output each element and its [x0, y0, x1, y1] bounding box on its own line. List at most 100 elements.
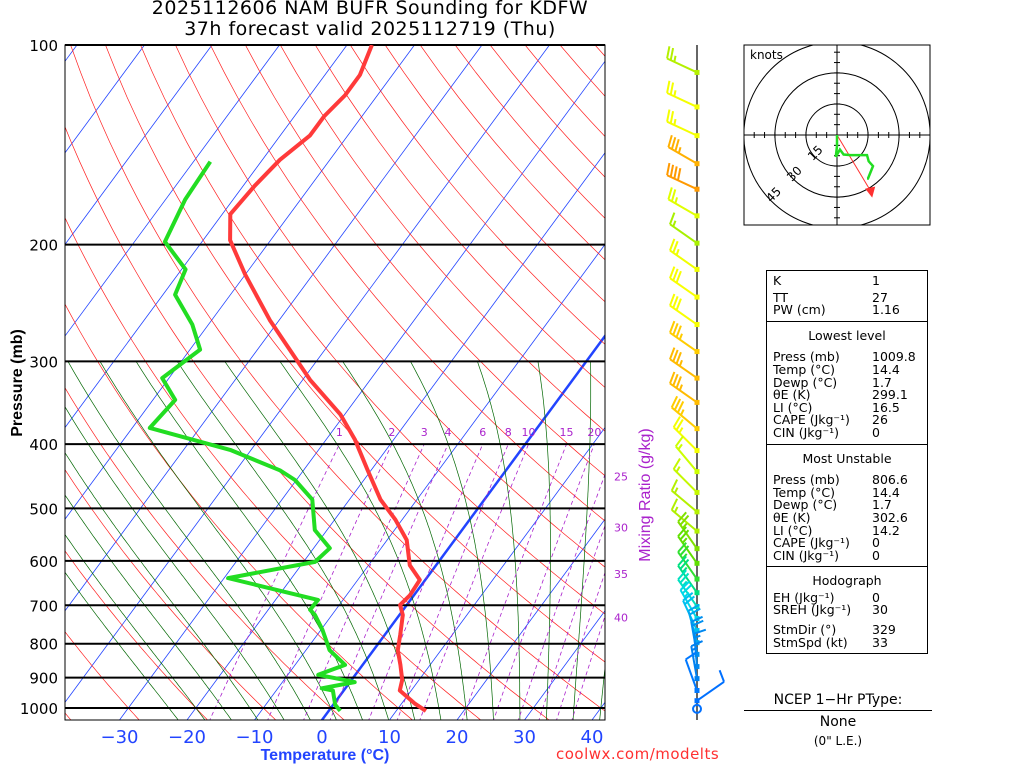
- dry-adiabat-line: [65, 550, 208, 720]
- temperature-tick-label: −10: [236, 727, 274, 748]
- stat-label: EH (Jkg⁻¹): [773, 589, 835, 605]
- mixing-ratio-label: 40: [614, 612, 628, 625]
- wind-barb: [669, 293, 700, 328]
- stat-value: 0: [872, 547, 880, 563]
- barb-base-dot: [694, 528, 700, 534]
- stats-most-unstable: Most Unstable Press (mb) 806.6 Temp (°C) 14…: [767, 443, 927, 567]
- mixing-ratio-label: 20: [587, 426, 601, 439]
- dry-adiabat-line: [140, 45, 605, 615]
- barb-feather: [679, 580, 691, 591]
- barb-staff: [669, 358, 698, 379]
- mixing-ratio-line: [461, 444, 567, 720]
- barb-feather: [672, 416, 681, 428]
- stat-label: θE (K): [773, 509, 811, 525]
- stat-value: 33: [872, 634, 888, 650]
- stat-value: 1.7: [872, 374, 892, 390]
- barb-staff: [669, 382, 698, 404]
- stat-value: 302.6: [872, 509, 908, 525]
- section-title: Lowest level: [808, 327, 886, 343]
- barb-base-dot: [694, 161, 700, 167]
- barb-staff: [675, 445, 698, 473]
- stat-value: 1.7: [872, 497, 892, 513]
- pressure-tick-label: 1000: [20, 700, 58, 718]
- barb-feather: [679, 514, 690, 526]
- barb-staff: [667, 198, 698, 217]
- dry-adiabat-line: [65, 303, 413, 720]
- barb-base-dot: [694, 676, 700, 682]
- barb-feather: [666, 46, 671, 59]
- barb-base-dot: [694, 104, 700, 110]
- barb-half-feather: [681, 553, 688, 560]
- dry-adiabat-line: [279, 45, 605, 432]
- stats-panel: K 1 TT 27 PW (cm) 1.16 Lowest level Press (mb…: [766, 270, 928, 655]
- barb-feather: [666, 109, 671, 122]
- storm-motion-vector: [836, 134, 873, 194]
- barb-feather: [669, 82, 675, 95]
- barb-staff: [677, 551, 698, 580]
- barb-half-feather: [677, 146, 682, 154]
- wind-barb: [677, 542, 700, 582]
- barb-feather: [669, 266, 676, 279]
- stat-value: 30: [872, 602, 888, 618]
- credit-link[interactable]: coolwx.com/modelts: [556, 745, 720, 763]
- dry-adiabat-line: [315, 45, 605, 388]
- barb-base-dot: [694, 266, 700, 272]
- isotherm-line: [65, 45, 280, 337]
- stat-row: StmSpd (kt) 33: [773, 634, 927, 650]
- barb-base-dot: [694, 448, 700, 454]
- stat-label: StmDir (°): [773, 622, 837, 638]
- moist-adiabat-line: [65, 406, 285, 720]
- barb-feather: [669, 293, 676, 306]
- moist-adiabat-line: [176, 361, 389, 720]
- barb-base-dot: [694, 426, 700, 432]
- barb-feather: [679, 558, 690, 570]
- stat-value: 1.16: [872, 302, 900, 318]
- barb-staff: [669, 223, 698, 244]
- dry-adiabat-line: [65, 469, 277, 720]
- pressure-tick-label: 600: [29, 553, 58, 571]
- barb-feather: [672, 457, 681, 470]
- isotherm-line: [389, 426, 605, 720]
- wind-barb: [670, 395, 700, 432]
- y-axis-label: Pressure (mb): [9, 329, 26, 437]
- barb-staff: [666, 92, 698, 108]
- barb-feather: [682, 592, 694, 602]
- barb-half-feather: [678, 333, 683, 340]
- isotherm-line: [65, 45, 415, 520]
- barb-feather: [669, 111, 675, 124]
- wind-barb: [672, 416, 700, 454]
- stats-hodograph: Hodograph EH (Jkg⁻¹) 0 SREH (Jkg⁻¹) 30 StmDi…: [767, 566, 927, 653]
- wind-barb: [677, 511, 700, 552]
- barb-half-feather: [674, 197, 679, 204]
- stat-row: Press (mb) 806.6: [773, 474, 927, 487]
- barb-half-feather: [681, 537, 688, 544]
- barb-feather: [677, 569, 687, 581]
- barb-base-dot: [694, 322, 700, 328]
- moist-adiabat-line: [99, 361, 337, 720]
- barb-staff: [666, 57, 698, 74]
- wind-barb: [669, 320, 700, 355]
- moist-adiabat-line: [537, 361, 551, 720]
- stat-label: Press (mb): [773, 349, 840, 365]
- moist-adiabat-line: [67, 361, 311, 720]
- barb-feather: [670, 498, 679, 511]
- barb-staff: [679, 589, 698, 620]
- barb-half-feather: [681, 580, 688, 587]
- barb-base-dot: [694, 469, 700, 475]
- stat-row: StmDir (°) 329: [773, 622, 927, 638]
- barb-feather: [667, 134, 673, 148]
- dry-adiabat-line: [454, 45, 605, 219]
- isotherm-line: [320, 333, 605, 720]
- dry-adiabat-line: [105, 45, 605, 663]
- dry-adiabat-line: [65, 631, 140, 720]
- barb-staff: [677, 565, 698, 594]
- stats-indices: K 1 TT 27 PW (cm) 1.16: [767, 271, 927, 321]
- moist-adiabat-line: [342, 361, 468, 720]
- wind-barb: [692, 703, 702, 714]
- barb-half-feather: [673, 90, 677, 97]
- barb-feather: [670, 136, 677, 150]
- barb-half-feather: [673, 487, 679, 494]
- stat-value: 14.4: [872, 484, 900, 500]
- temperature-tick-label: 10: [378, 727, 401, 748]
- mixing-ratio-label: 2: [388, 426, 395, 439]
